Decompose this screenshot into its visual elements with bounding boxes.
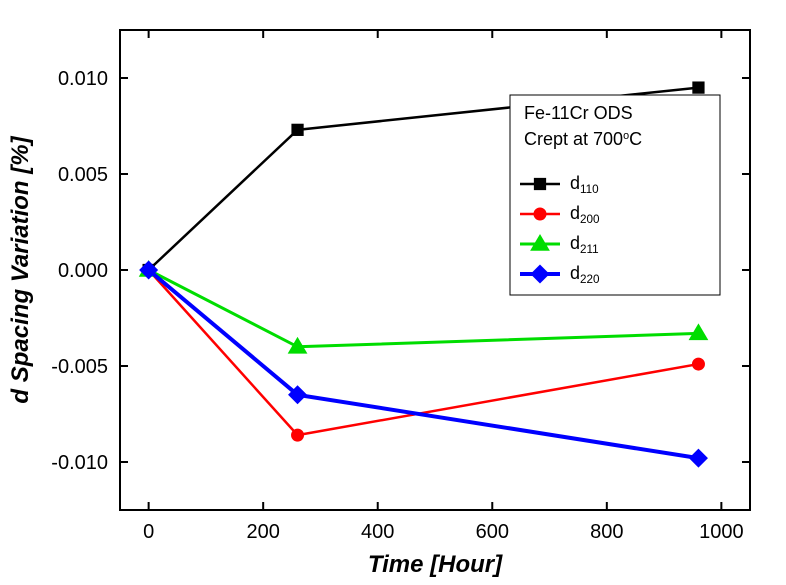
x-tick-label: 0	[143, 521, 154, 543]
x-tick-label: 800	[590, 521, 623, 543]
marker-square	[292, 124, 303, 135]
marker-circle	[292, 429, 304, 441]
y-tick-label: -0.010	[51, 452, 108, 474]
marker-circle	[534, 208, 546, 220]
y-axis-title: d Spacing Variation [%]	[7, 135, 34, 403]
x-tick-label: 600	[476, 521, 509, 543]
marker-circle	[692, 358, 704, 370]
y-tick-label: 0.000	[58, 260, 108, 282]
x-tick-label: 200	[246, 521, 279, 543]
y-tick-label: -0.005	[51, 356, 108, 378]
marker-square	[693, 82, 704, 93]
y-tick-label: 0.005	[58, 164, 108, 186]
legend-title-1: Fe-11Cr ODS	[524, 103, 633, 123]
x-axis-title: Time [Hour]	[368, 551, 503, 578]
legend-box	[510, 95, 720, 295]
marker-square	[534, 178, 545, 189]
chart-container: 0 200 400 600 800 1000 -0.010 -0.005 0.000 0.005 0…	[0, 0, 786, 585]
y-tick-label: 0.010	[58, 68, 108, 90]
x-tick-label: 1000	[699, 521, 744, 543]
x-tick-label: 400	[361, 521, 394, 543]
chart-svg: 0 200 400 600 800 1000 -0.010 -0.005 0.000 0.005 0…	[0, 0, 786, 585]
